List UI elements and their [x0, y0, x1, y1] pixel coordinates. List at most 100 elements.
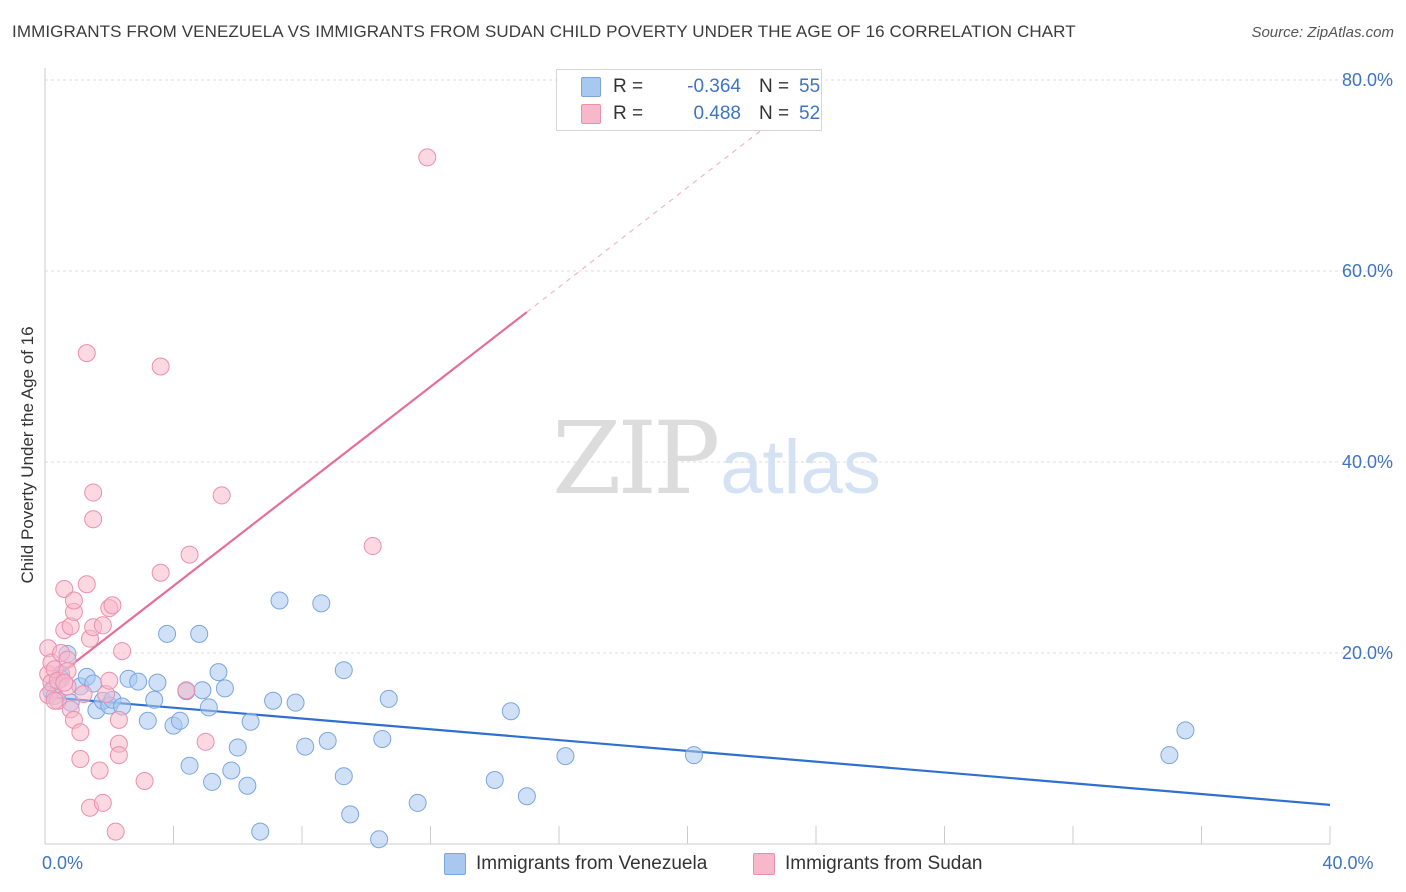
point-sudan — [113, 642, 132, 661]
point-venezuela — [228, 738, 247, 757]
stats-box: R = -0.364 N = 55 R = 0.488 N = 52 — [556, 69, 822, 131]
point-sudan — [180, 545, 199, 564]
point-sudan — [93, 616, 112, 635]
stats-n-value: 55 — [799, 76, 821, 97]
legend-label-venezuela: Immigrants from Venezuela — [476, 853, 708, 874]
point-venezuela — [318, 731, 337, 750]
point-sudan — [55, 673, 74, 692]
point-venezuela — [190, 624, 209, 643]
y-axis-label: Child Poverty Under the Age of 16 — [18, 326, 37, 584]
point-venezuela — [408, 793, 427, 812]
axes — [44, 68, 1331, 845]
point-sudan — [55, 580, 74, 599]
point-venezuela — [312, 594, 331, 613]
point-venezuela — [251, 822, 270, 841]
source-label: Source: ZipAtlas.com — [1251, 24, 1394, 41]
y-tick-label: 80.0% — [1342, 70, 1393, 90]
point-sudan — [84, 510, 103, 529]
point-sudan — [45, 691, 64, 710]
legend-label-sudan: Immigrants from Sudan — [785, 853, 983, 874]
point-venezuela — [199, 698, 218, 717]
point-sudan — [135, 771, 154, 790]
point-venezuela — [138, 711, 157, 730]
point-sudan — [74, 685, 93, 704]
point-sudan — [103, 596, 122, 615]
stats-r-value: -0.364 — [687, 76, 741, 97]
point-venezuela — [1176, 721, 1195, 740]
trend-extension-sudan — [526, 107, 791, 313]
point-venezuela — [485, 771, 504, 790]
gridlines — [45, 79, 1392, 654]
point-sudan — [93, 793, 112, 812]
point-sudan — [77, 344, 96, 363]
point-sudan — [84, 483, 103, 502]
watermark-atlas: atlas — [720, 425, 881, 510]
x-tick-label: 40.0% — [1322, 853, 1373, 873]
chart-title: IMMIGRANTS FROM VENEZUELA VS IMMIGRANTS … — [12, 22, 1076, 41]
point-venezuela — [203, 772, 222, 791]
y-tick-label: 40.0% — [1342, 452, 1393, 472]
stats-r-value: 0.488 — [693, 103, 741, 124]
point-venezuela — [193, 681, 212, 700]
point-venezuela — [684, 746, 703, 765]
point-sudan — [151, 563, 170, 582]
y-tick-label: 60.0% — [1342, 261, 1393, 281]
stats-swatch-venezuela — [581, 77, 601, 97]
point-sudan — [64, 591, 83, 610]
point-venezuela — [180, 756, 199, 775]
point-sudan — [71, 750, 90, 769]
point-venezuela — [238, 776, 257, 795]
stats-r-label: R = — [613, 103, 644, 124]
tick-labels: 20.0% 40.0% 60.0% 80.0% 0.0% 40.0% — [42, 70, 1393, 873]
point-sudan — [177, 681, 196, 700]
point-sudan — [77, 575, 96, 594]
point-venezuela — [170, 711, 189, 730]
point-venezuela — [215, 679, 234, 698]
point-venezuela — [222, 761, 241, 780]
watermark-zip: ZIP — [552, 400, 720, 517]
point-venezuela — [286, 693, 305, 712]
point-venezuela — [341, 805, 360, 824]
legend-swatch-venezuela — [444, 853, 466, 875]
point-venezuela — [556, 747, 575, 766]
stats-r-label: R = — [613, 76, 644, 97]
point-sudan — [71, 723, 90, 742]
point-venezuela — [370, 830, 389, 849]
point-sudan — [212, 486, 231, 505]
point-venezuela — [334, 661, 353, 680]
point-venezuela — [270, 591, 289, 610]
point-venezuela — [379, 689, 398, 708]
y-tick-label: 20.0% — [1342, 643, 1393, 663]
point-venezuela — [241, 712, 260, 731]
point-venezuela — [145, 690, 164, 709]
point-venezuela — [296, 737, 315, 756]
point-sudan — [90, 761, 109, 780]
stats-n-value: 52 — [799, 103, 821, 124]
stats-swatch-sudan — [581, 104, 601, 124]
legend-swatch-sudan — [753, 853, 775, 875]
point-venezuela — [517, 787, 536, 806]
point-sudan — [109, 746, 128, 765]
point-sudan — [196, 732, 215, 751]
point-venezuela — [373, 729, 392, 748]
point-sudan — [100, 671, 119, 690]
point-sudan — [418, 148, 437, 167]
point-venezuela — [334, 767, 353, 786]
watermark: ZIPatlas — [552, 400, 881, 517]
point-venezuela — [158, 624, 177, 643]
point-venezuela — [129, 672, 148, 691]
point-venezuela — [209, 663, 228, 682]
stats-n-label: N = — [759, 103, 790, 124]
point-sudan — [109, 710, 128, 729]
trend-lines — [44, 107, 1331, 806]
point-sudan — [106, 822, 125, 841]
point-venezuela — [1160, 746, 1179, 765]
trend-line-sudan — [44, 311, 528, 687]
point-venezuela — [148, 673, 167, 692]
x-tick-label: 0.0% — [42, 853, 83, 873]
stats-n-label: N = — [759, 76, 790, 97]
point-venezuela — [264, 691, 283, 710]
data-points — [39, 148, 1195, 849]
point-sudan — [363, 537, 382, 556]
